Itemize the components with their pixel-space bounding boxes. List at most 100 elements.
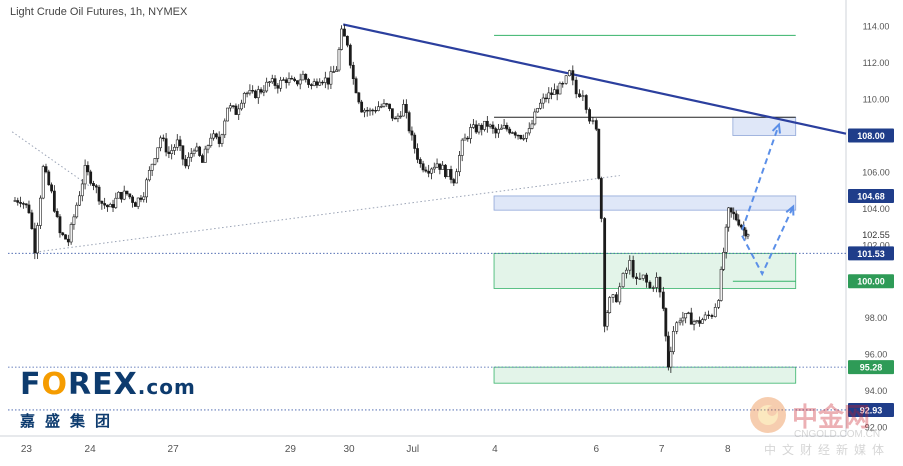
candle-body <box>641 274 645 279</box>
candle-body <box>270 78 274 83</box>
candle-body <box>519 134 523 140</box>
candle-body <box>689 312 693 325</box>
y-tick-label: 92.00 <box>865 422 888 432</box>
candle-body <box>669 351 673 368</box>
candle-body <box>142 196 146 200</box>
candle-body <box>571 70 575 81</box>
candle-body <box>471 124 475 128</box>
candle-body <box>189 153 193 158</box>
candle-body <box>591 120 595 122</box>
candle-body <box>24 203 28 206</box>
candle-body <box>340 28 343 50</box>
candle-body <box>360 101 364 113</box>
candle-body <box>452 179 456 184</box>
x-tick-label: 27 <box>168 444 180 455</box>
candle-body <box>39 197 42 226</box>
candle-body <box>173 146 176 151</box>
candle-body <box>547 92 551 99</box>
candle-body <box>337 49 341 71</box>
candle-body <box>201 155 204 163</box>
candle-body <box>530 123 534 129</box>
candle-body <box>635 276 638 280</box>
candle-body <box>55 211 59 217</box>
candle-body <box>335 69 338 72</box>
candle-body <box>661 291 665 309</box>
candle-body <box>231 105 235 107</box>
candle-body <box>97 186 101 202</box>
candle-body <box>282 79 285 81</box>
candle-body <box>719 268 723 301</box>
candle-body <box>552 89 556 95</box>
candle-body <box>491 124 495 129</box>
candle-body <box>50 184 53 192</box>
candle-body <box>594 120 598 130</box>
zone-box <box>493 252 797 289</box>
candle-body <box>684 312 688 319</box>
candle-body <box>89 171 93 184</box>
candle-body <box>671 331 675 352</box>
candle-body <box>651 287 655 289</box>
candle-body <box>382 103 386 107</box>
candle-body <box>273 78 277 86</box>
candle-body <box>332 71 336 73</box>
candle-body <box>614 294 618 303</box>
projection-arrowhead <box>771 122 781 134</box>
candle-body <box>83 165 87 185</box>
candle-body <box>608 297 612 313</box>
candle-body <box>385 103 389 105</box>
candle-body <box>363 109 366 113</box>
cngold-logo-icon <box>750 397 786 433</box>
candle-body <box>666 335 670 368</box>
x-tick-label: 23 <box>21 444 33 455</box>
forex-logo: FOREX.com 嘉盛集团 <box>20 370 196 431</box>
candle-body <box>117 191 121 199</box>
candle-body <box>125 190 129 195</box>
candle-body <box>710 315 714 317</box>
candle-body <box>150 163 154 171</box>
price-label-bg <box>847 227 901 241</box>
candle-body <box>27 204 31 214</box>
candle-body <box>343 28 346 37</box>
candle-body <box>223 120 227 136</box>
candle-body <box>133 202 137 207</box>
candle-body <box>178 139 182 147</box>
candle-body <box>441 164 445 170</box>
candle-body <box>703 314 707 320</box>
candle-body <box>321 81 324 84</box>
candle-body <box>136 197 140 207</box>
candle-body <box>568 70 571 77</box>
candle-body <box>746 234 750 237</box>
candle-body <box>625 269 628 274</box>
candle-body <box>234 105 238 115</box>
candle-body <box>618 286 622 303</box>
candle-body <box>128 193 132 198</box>
price-badge <box>848 188 894 203</box>
candle-body <box>279 79 283 89</box>
candle-body <box>678 320 682 324</box>
projection-arrowhead <box>785 204 795 216</box>
candle-body <box>399 115 403 118</box>
candle-body <box>701 319 704 324</box>
candle-body <box>72 216 76 225</box>
candle-body <box>734 213 738 221</box>
candle-body <box>695 320 699 322</box>
y-tick-label: 110.00 <box>863 95 890 105</box>
candle-body <box>707 314 710 317</box>
x-tick-label: 24 <box>85 444 97 455</box>
candle-body <box>539 102 542 109</box>
candle-body <box>153 158 157 165</box>
candle-body <box>460 139 464 156</box>
candle-body <box>541 97 545 104</box>
candle-body <box>502 125 506 129</box>
candle-body <box>106 204 109 208</box>
logo-letters-rex: REX <box>68 367 138 402</box>
candle-body <box>621 273 625 288</box>
candle-body <box>558 82 562 95</box>
candle-body <box>578 93 581 98</box>
candle-body <box>513 132 517 136</box>
candle-body <box>315 81 319 86</box>
candle-body <box>287 78 291 83</box>
candle-body <box>455 171 459 184</box>
candle-body <box>508 128 512 134</box>
